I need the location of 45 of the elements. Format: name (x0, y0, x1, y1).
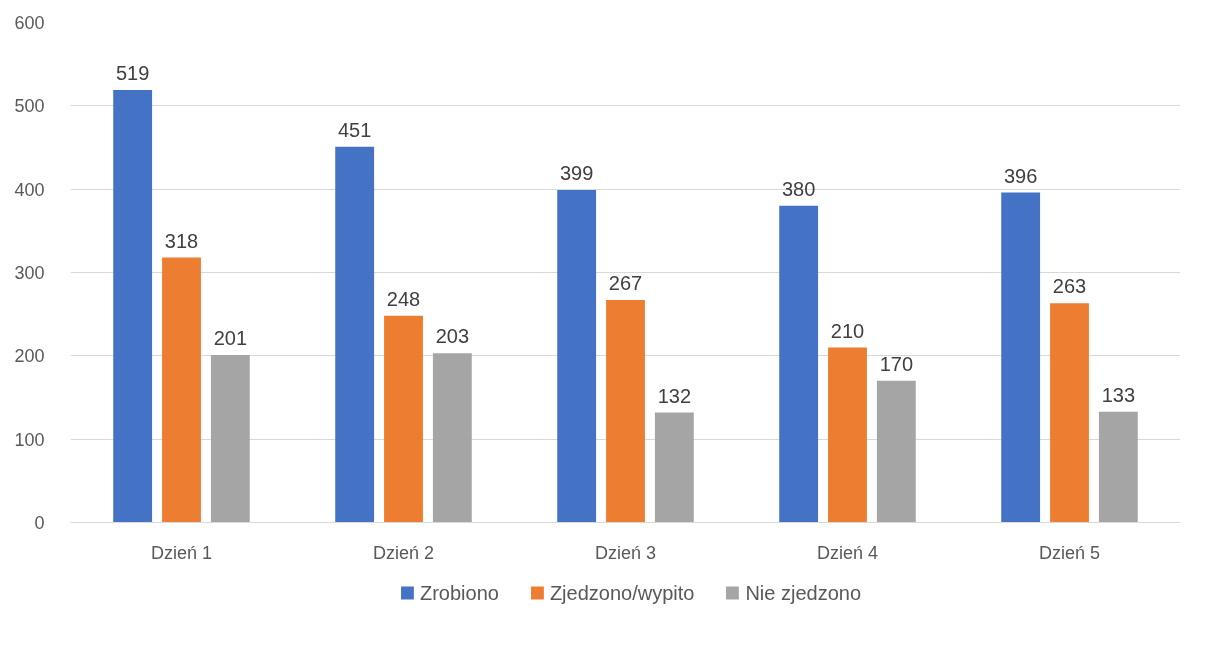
data-label: 170 (879, 352, 914, 375)
bar (384, 315, 423, 523)
legend-label: Zjedzono/wypito (549, 581, 695, 604)
y-tick-label: 0 (34, 513, 45, 533)
bar (828, 347, 867, 523)
data-label: 399 (559, 162, 594, 184)
bar (557, 190, 597, 523)
data-label: 380 (781, 177, 816, 200)
data-label: 133 (1101, 383, 1136, 406)
data-label: 132 (657, 384, 692, 407)
data-label: 203 (435, 325, 470, 348)
bar (113, 90, 153, 523)
data-label: 318 (164, 229, 199, 252)
data-label: 210 (830, 319, 865, 342)
data-label: 451 (337, 118, 372, 141)
y-tick-label: 500 (14, 96, 45, 117)
bar (432, 353, 472, 523)
y-tick-label: 400 (14, 179, 45, 200)
data-label: 263 (1052, 275, 1087, 298)
y-tick-label: 300 (14, 263, 45, 283)
bar (1098, 411, 1138, 523)
legend-label: Zrobiono (419, 581, 499, 604)
data-label: 267 (608, 272, 643, 294)
x-tick-label: Dzień 1 (150, 542, 213, 563)
bar (779, 205, 819, 523)
legend-label: Nie zjedzono (745, 581, 862, 604)
x-tick-label: Dzień 4 (816, 542, 879, 563)
data-label: 519 (115, 62, 150, 84)
x-tick-label: Dzień 2 (372, 542, 435, 563)
x-tick-label: Dzień 5 (1038, 542, 1101, 563)
bar (606, 300, 645, 523)
bar (1001, 192, 1041, 523)
bar (335, 146, 375, 523)
bar (876, 380, 916, 523)
y-tick-label: 100 (14, 429, 45, 450)
y-tick-label: 600 (14, 13, 45, 33)
data-label: 248 (386, 287, 421, 310)
bar (162, 257, 201, 523)
bar (210, 355, 250, 523)
data-label: 396 (1003, 164, 1038, 187)
bar (1050, 303, 1089, 523)
x-tick-label: Dzień 3 (594, 542, 657, 563)
y-tick-label: 200 (14, 346, 45, 367)
bar (654, 412, 694, 523)
data-label: 201 (213, 327, 248, 349)
